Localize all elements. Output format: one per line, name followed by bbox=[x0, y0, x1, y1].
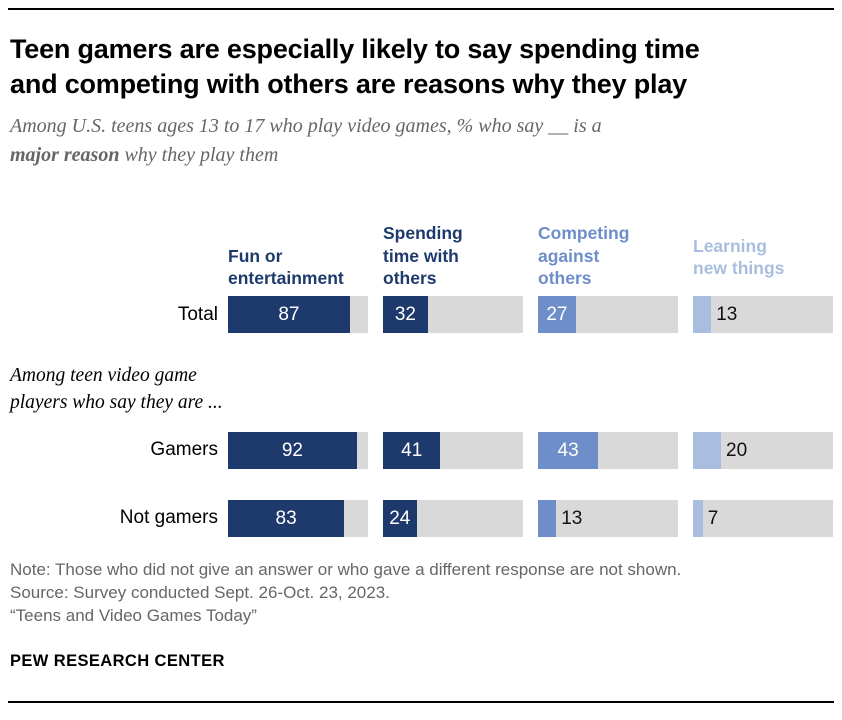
note-line: Note: Those who did not give an answer o… bbox=[10, 559, 682, 579]
bar-value: 13 bbox=[561, 507, 583, 529]
bar-track: 20 bbox=[693, 431, 833, 469]
subtitle-text: Among U.S. teens ages 13 to 17 who play … bbox=[10, 115, 602, 138]
bar-value: 83 bbox=[275, 507, 297, 529]
bar-row-not-gamers: Not gamers 83 24 13 7 bbox=[8, 499, 834, 537]
bar-track: 83 bbox=[228, 499, 368, 537]
top-rule bbox=[8, 8, 834, 10]
bar-row-gamers: Gamers 92 41 43 20 bbox=[8, 431, 834, 469]
bar: 43 bbox=[538, 431, 599, 469]
bar-row-total: Total 87 32 27 13 bbox=[8, 296, 834, 334]
pew-research-center-wordmark: PEW RESEARCH CENTER bbox=[10, 651, 225, 670]
row-label: Not gamers bbox=[119, 507, 218, 529]
subtitle-bold-phrase: major reason bbox=[10, 144, 120, 167]
group-label: Among teen video game players who say th… bbox=[10, 365, 223, 413]
bar: 92 bbox=[228, 431, 357, 469]
bar-track: 27 bbox=[538, 296, 678, 334]
chart-title: Teen gamers are especially likely to say… bbox=[10, 34, 700, 100]
row-label: Gamers bbox=[150, 439, 218, 461]
bar: 32 bbox=[383, 296, 428, 334]
bar-track: 7 bbox=[693, 499, 833, 537]
bar-track: 13 bbox=[538, 499, 678, 537]
bar: 41 bbox=[383, 431, 441, 469]
bar-value: 87 bbox=[278, 304, 300, 326]
bar-track: 32 bbox=[383, 296, 523, 334]
bar: 27 bbox=[538, 296, 576, 334]
bar-track: 24 bbox=[383, 499, 523, 537]
bar-value: 20 bbox=[726, 439, 748, 461]
bar-track: 92 bbox=[228, 431, 368, 469]
bar: 83 bbox=[228, 499, 345, 537]
bar-value: 27 bbox=[546, 304, 568, 326]
bar-value: 32 bbox=[394, 304, 416, 326]
bar-track: 87 bbox=[228, 296, 368, 334]
column-header: Fun or entertainment bbox=[228, 245, 344, 288]
bar-track: 43 bbox=[538, 431, 678, 469]
bar bbox=[693, 431, 721, 469]
source-line: Source: Survey conducted Sept. 26-Oct. 2… bbox=[10, 582, 390, 602]
bar-value: 7 bbox=[707, 507, 719, 529]
subtitle-text-tail: why they play them bbox=[119, 144, 279, 167]
bar-value: 41 bbox=[401, 439, 423, 461]
column-header: Learning new things bbox=[693, 235, 785, 278]
bottom-rule bbox=[8, 701, 834, 703]
bar-chart: Fun or entertainment Spending time with o… bbox=[8, 222, 834, 537]
report-title-line: “Teens and Video Games Today” bbox=[10, 605, 257, 625]
bar bbox=[538, 499, 557, 537]
bar-track: 13 bbox=[693, 296, 833, 334]
bar bbox=[693, 296, 712, 334]
bar bbox=[693, 499, 703, 537]
bar: 87 bbox=[228, 296, 350, 334]
row-label: Total bbox=[177, 303, 218, 325]
column-header: Competing against others bbox=[538, 223, 630, 288]
bar-track: 41 bbox=[383, 431, 523, 469]
column-headers: Fun or entertainment Spending time with o… bbox=[8, 222, 834, 296]
chart-notes: Note: Those who did not give an answer o… bbox=[10, 559, 834, 628]
bar-value: 43 bbox=[557, 439, 579, 461]
bar-value: 24 bbox=[389, 507, 411, 529]
bar-value: 92 bbox=[281, 439, 303, 461]
chart-subtitle: Among U.S. teens ages 13 to 17 who play … bbox=[10, 112, 810, 170]
bar-value: 13 bbox=[716, 304, 738, 326]
column-header: Spending time with others bbox=[383, 223, 463, 288]
bar: 24 bbox=[383, 499, 417, 537]
